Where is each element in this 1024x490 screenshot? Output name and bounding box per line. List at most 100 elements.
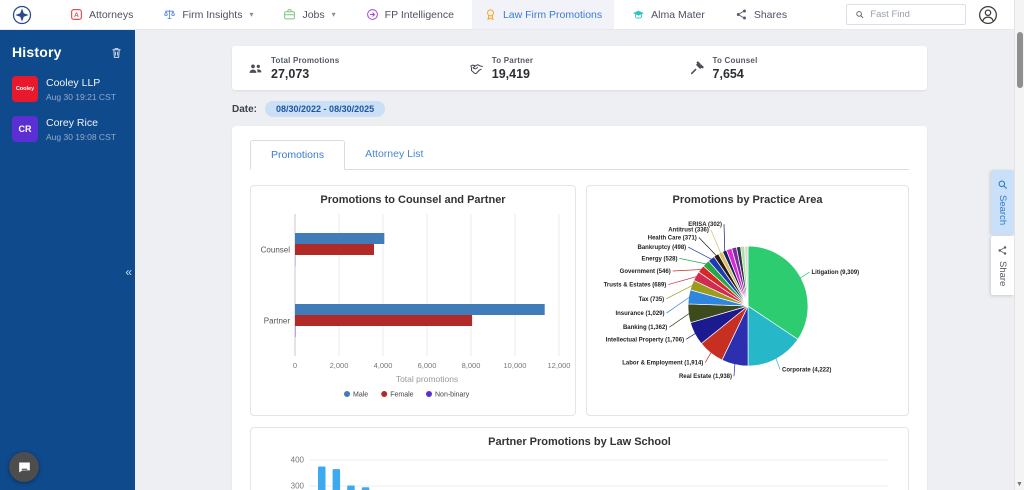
- share-nodes-icon: [997, 245, 1008, 256]
- svg-text:8,000: 8,000: [462, 361, 481, 370]
- tab-promotions[interactable]: Promotions: [250, 140, 346, 170]
- nav-item-alma-mater[interactable]: Alma Mater: [620, 0, 717, 29]
- chat-button[interactable]: [9, 452, 39, 482]
- history-item-time: Aug 30 19:08 CST: [46, 131, 116, 142]
- share-nodes-icon: [735, 8, 748, 21]
- circle-arrow-icon: [366, 8, 379, 21]
- svg-text:Intellectual Property (1,706): Intellectual Property (1,706): [605, 337, 683, 343]
- search-icon: [855, 9, 864, 20]
- history-title: History: [12, 44, 62, 60]
- svg-text:Bankruptcy (498): Bankruptcy (498): [637, 245, 686, 251]
- side-tabs: Search Share: [991, 170, 1014, 296]
- history-item-name: Corey Rice: [46, 116, 98, 129]
- svg-text:400: 400: [290, 456, 304, 465]
- date-range-chip[interactable]: 08/30/2022 - 08/30/2025: [265, 101, 386, 117]
- tab-attorney-list[interactable]: Attorney List: [365, 148, 424, 160]
- nav-item-jobs[interactable]: Jobs ▾: [271, 0, 347, 29]
- briefcase-icon: [283, 8, 296, 21]
- svg-text:4,000: 4,000: [374, 361, 393, 370]
- nav-item-shares[interactable]: Shares: [723, 0, 799, 29]
- panel-tabs: Promotions Attorney List: [250, 139, 909, 170]
- account-icon[interactable]: [978, 5, 998, 25]
- app-logo-icon[interactable]: [12, 5, 32, 25]
- chevron-down-icon: ▾: [331, 10, 336, 19]
- nav-item-fp-intelligence[interactable]: FP Intelligence: [354, 0, 466, 29]
- svg-text:Insurance (1,029): Insurance (1,029): [615, 311, 664, 317]
- svg-text:6,000: 6,000: [418, 361, 437, 370]
- trash-icon[interactable]: [110, 46, 123, 59]
- chevron-down-icon: ▾: [249, 10, 254, 19]
- stat-label: Total Promotions: [271, 55, 340, 65]
- history-item[interactable]: Cooley Cooley LLP Aug 30 19:21 CST: [12, 76, 123, 102]
- nav-item-label: Alma Mater: [651, 8, 705, 21]
- svg-text:Total promotions: Total promotions: [396, 374, 458, 384]
- promotions-panel: Promotions Attorney List Promotions to Co…: [232, 126, 927, 490]
- stat-value: 27,073: [271, 66, 310, 81]
- nav-item-label: Attorneys: [89, 8, 134, 21]
- avatar: Cooley: [12, 76, 38, 102]
- law-school-chart-card: Partner Promotions by Law School 4003002…: [250, 427, 909, 490]
- stat-to-counsel: To Counsel 7,654: [690, 56, 911, 81]
- date-label: Date:: [232, 103, 258, 115]
- svg-text:Non-binary: Non-binary: [435, 392, 470, 399]
- svg-text:Antitrust (336): Antitrust (336): [668, 228, 709, 234]
- svg-text:300: 300: [290, 482, 304, 490]
- svg-text:Corporate (4,222): Corporate (4,222): [782, 368, 831, 374]
- nav-item-label: Firm Insights: [182, 8, 243, 21]
- svg-text:Health Care (371): Health Care (371): [647, 235, 696, 241]
- history-item-time: Aug 30 19:21 CST: [46, 91, 116, 102]
- side-tab-share[interactable]: Share: [991, 236, 1014, 296]
- svg-text:10,000: 10,000: [504, 361, 527, 370]
- nav-item-label: Jobs: [302, 8, 325, 21]
- svg-text:A: A: [74, 12, 79, 19]
- nav-item-firm-insights[interactable]: Firm Insights ▾: [151, 0, 265, 29]
- sidebar-collapse-icon[interactable]: «: [125, 265, 132, 279]
- stat-label: To Partner: [491, 55, 534, 65]
- chart-title: Promotions by Practice Area: [672, 194, 823, 206]
- top-nav: A Attorneys Firm Insights ▾ Jobs ▾ FP Intellig…: [0, 0, 1024, 30]
- stat-value: 19,419: [491, 66, 530, 81]
- gavel-icon: [690, 60, 705, 76]
- svg-text:Real Estate (1,938): Real Estate (1,938): [678, 374, 731, 380]
- chart-title: Promotions to Counsel and Partner: [320, 194, 506, 206]
- nav-item-law-firm-promotions[interactable]: Law Firm Promotions: [471, 0, 615, 29]
- svg-text:Male: Male: [353, 392, 368, 399]
- search-icon: [997, 179, 1008, 190]
- nav-item-label: FP Intelligence: [384, 8, 454, 21]
- stats-bar: Total Promotions 27,073 To Partner 19,419 To…: [232, 46, 927, 90]
- svg-text:Labor & Employment (1,914): Labor & Employment (1,914): [622, 360, 703, 366]
- history-item[interactable]: CR Corey Rice Aug 30 19:08 CST: [12, 116, 123, 142]
- law-school-bar-chart: 4003002001000attorneys: [290, 456, 888, 490]
- search-input[interactable]: [870, 9, 957, 20]
- side-tab-search[interactable]: Search: [991, 170, 1014, 235]
- practice-area-pie-chart: Litigation (9,309) Corporate (4,222) Real …: [603, 222, 859, 380]
- history-sidebar: History Cooley Cooley LLP Aug 30 19:21 CST…: [0, 30, 135, 490]
- svg-text:Energy (528): Energy (528): [641, 256, 677, 262]
- svg-text:Trusts & Estates (689): Trusts & Estates (689): [603, 283, 666, 289]
- svg-text:12,000: 12,000: [548, 361, 571, 370]
- scales-icon: [163, 8, 176, 21]
- svg-text:Litigation (9,309): Litigation (9,309): [811, 270, 859, 276]
- side-tab-label: Share: [997, 261, 1008, 287]
- nav-item-attorneys[interactable]: A Attorneys: [58, 0, 145, 29]
- svg-text:ERISA (302): ERISA (302): [688, 222, 722, 228]
- page-scrollbar[interactable]: ▼: [1014, 0, 1024, 490]
- attorneys-badge-icon: A: [70, 8, 83, 21]
- svg-text:Counsel: Counsel: [261, 246, 291, 255]
- svg-text:Government (546): Government (546): [619, 269, 670, 275]
- avatar: CR: [12, 116, 38, 142]
- nav-item-label: Shares: [753, 8, 788, 21]
- history-item-name: Cooley LLP: [46, 76, 101, 89]
- stat-value: 7,654: [712, 66, 744, 81]
- stat-to-partner: To Partner 19,419: [469, 56, 690, 81]
- main-nav: A Attorneys Firm Insights ▾ Jobs ▾ FP Intellig…: [58, 0, 846, 29]
- side-tab-label: Search: [997, 195, 1008, 226]
- counsel-partner-bar-chart: Counsel Partner 0 2,000 4,000 6,000 8,000 10,00…: [261, 214, 571, 399]
- chart-title: Partner Promotions by Law School: [488, 436, 671, 448]
- scrollbar-thumb[interactable]: [1017, 32, 1023, 88]
- nav-item-label: Law Firm Promotions: [502, 8, 603, 21]
- scroll-down-arrow[interactable]: ▼: [1016, 481, 1023, 488]
- fast-find-search[interactable]: [846, 4, 966, 25]
- svg-text:Partner: Partner: [264, 317, 291, 326]
- practice-area-chart-card: Promotions by Practice Area Litigation (…: [586, 185, 909, 416]
